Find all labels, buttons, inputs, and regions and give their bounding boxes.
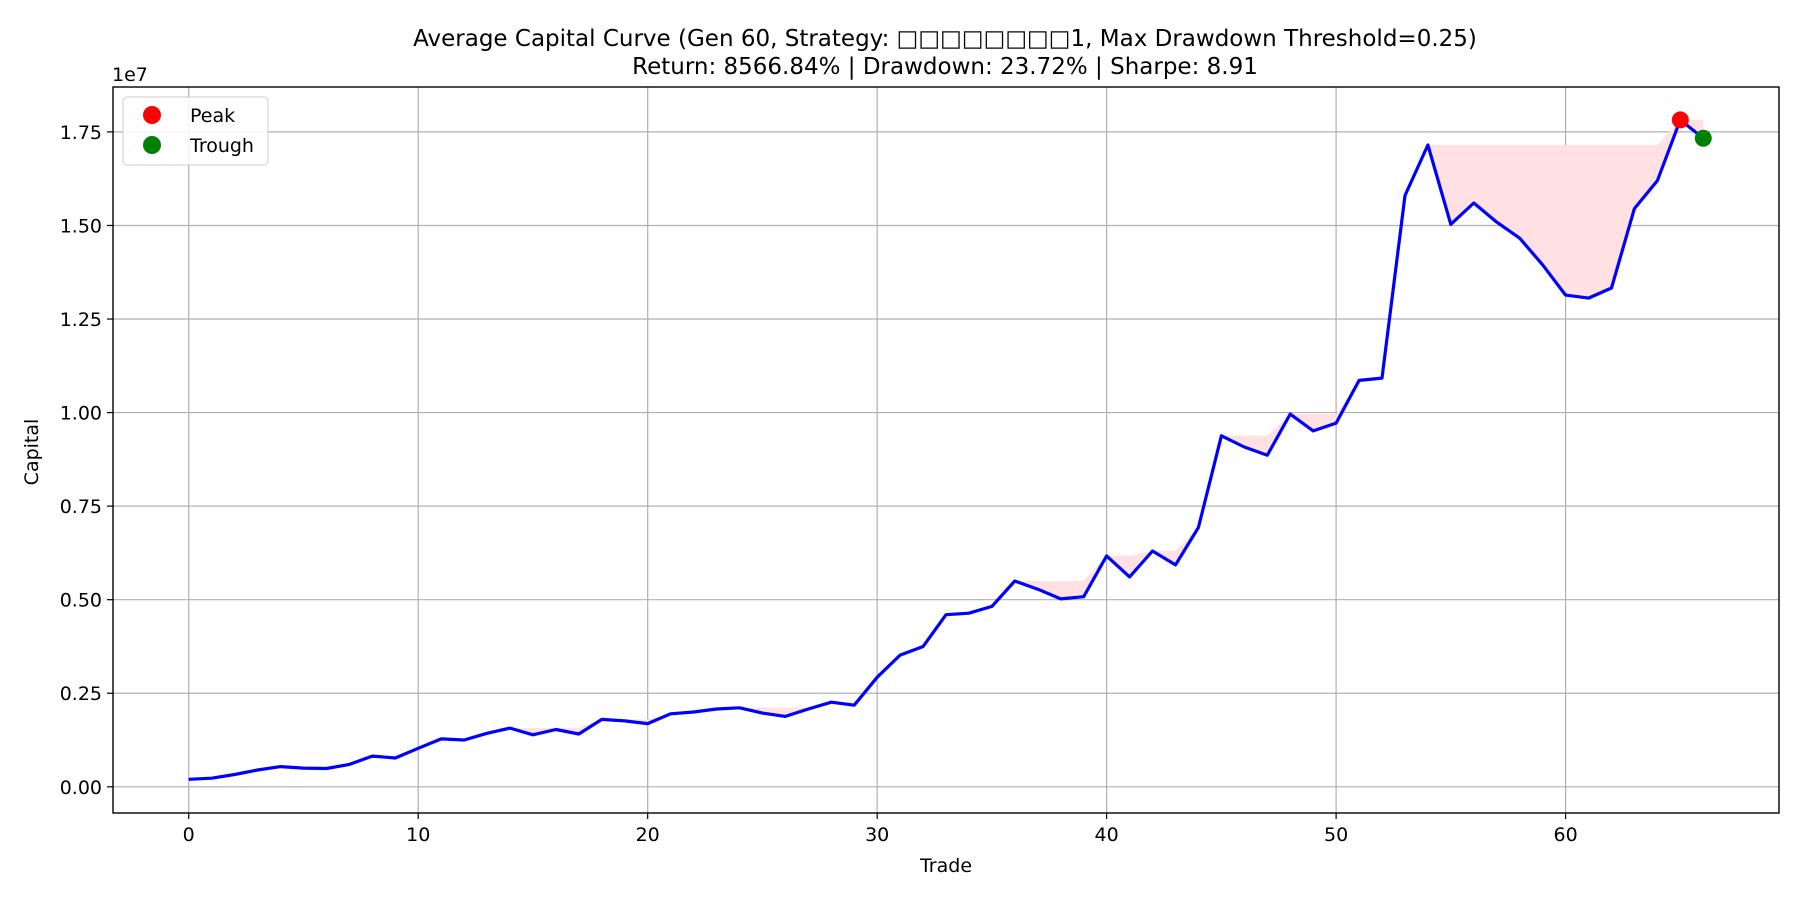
y-axis-label: Capital [21,419,43,486]
y-tick-label: 0.25 [60,683,102,705]
chart-title: Average Capital Curve (Gen 60, Strategy:… [413,26,1477,52]
drawdown-area [188,119,1704,780]
legend: Peak Trough [122,96,269,166]
legend-peak-marker [143,106,161,124]
x-axis-ticks: 0 10 20 30 40 50 60 [183,813,1578,846]
trough-point [1694,129,1712,147]
drawdown-fill-layer [188,119,1704,780]
x-tick-label: 50 [1324,824,1348,846]
series-line-layer [188,118,1705,781]
y-tick-label: 1.75 [60,122,102,144]
x-tick-label: 40 [1095,824,1119,846]
y-axis-ticks: 0.00 0.25 0.50 0.75 1.00 1.25 1.50 1.75 [60,122,113,799]
legend-peak-label: Peak [190,105,235,127]
capital-series-line [188,118,1705,781]
legend-trough-marker [143,136,161,154]
x-axis-label: Trade [919,855,972,877]
x-tick-label: 60 [1553,824,1577,846]
x-tick-label: 10 [406,824,430,846]
x-tick-label: 30 [865,824,889,846]
marker-layer [1671,111,1712,147]
x-tick-label: 0 [183,824,195,846]
y-tick-label: 1.50 [60,215,102,237]
y-tick-label: 0.00 [60,777,102,799]
y-tick-label: 0.75 [60,496,102,518]
x-tick-label: 20 [636,824,660,846]
y-scale-label: 1e7 [112,64,148,86]
peak-point [1671,111,1689,129]
y-tick-label: 0.50 [60,590,102,612]
legend-trough-label: Trough [189,135,254,157]
plot-frame [112,86,1780,814]
chart-subtitle: Return: 8566.84% | Drawdown: 23.72% | Sh… [632,54,1258,80]
y-tick-label: 1.00 [60,403,102,425]
y-tick-label: 1.25 [60,309,102,331]
